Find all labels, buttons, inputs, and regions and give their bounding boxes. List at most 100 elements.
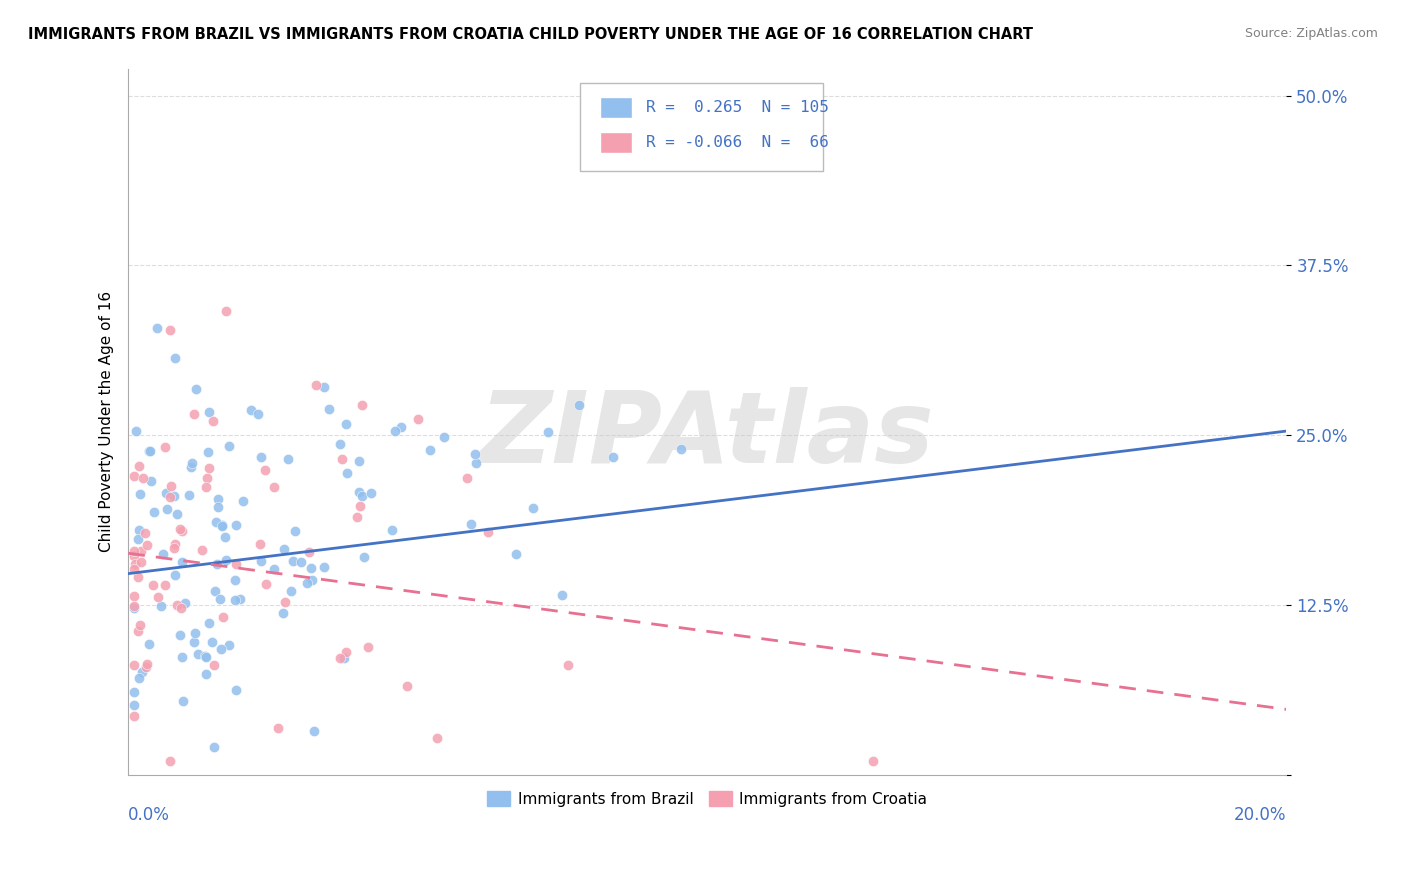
Point — [180, 460, 202, 475]
Point — [225, 683, 247, 698]
Point — [347, 454, 370, 468]
Point — [211, 518, 233, 533]
Point — [347, 485, 370, 500]
Point — [187, 647, 209, 661]
Point — [136, 537, 159, 551]
Point — [122, 562, 145, 576]
Point — [129, 544, 152, 558]
Point — [124, 558, 146, 572]
Point — [129, 617, 152, 632]
Point — [318, 402, 340, 417]
Point — [209, 641, 232, 656]
Point — [419, 443, 441, 458]
Point — [215, 553, 238, 567]
Point — [304, 724, 326, 739]
Point — [127, 532, 149, 546]
Point — [353, 550, 375, 565]
Point — [174, 596, 197, 610]
Point — [381, 523, 404, 537]
Point — [132, 470, 155, 484]
Point — [202, 414, 225, 428]
Point — [127, 624, 149, 639]
Point — [283, 524, 305, 538]
Point — [208, 591, 231, 606]
Point — [464, 447, 486, 461]
Point — [602, 450, 624, 464]
Point — [346, 510, 368, 524]
Point — [277, 452, 299, 467]
Point — [456, 470, 478, 484]
Point — [122, 601, 145, 615]
Point — [131, 556, 153, 570]
Point — [205, 557, 228, 571]
Point — [197, 445, 219, 459]
Point — [194, 479, 217, 493]
Point — [122, 468, 145, 483]
Point — [204, 584, 226, 599]
Point — [181, 456, 204, 470]
Text: IMMIGRANTS FROM BRAZIL VS IMMIGRANTS FROM CROATIA CHILD POVERTY UNDER THE AGE OF: IMMIGRANTS FROM BRAZIL VS IMMIGRANTS FRO… — [28, 27, 1033, 42]
Point — [329, 436, 352, 450]
Point — [198, 405, 221, 419]
Point — [162, 489, 184, 503]
Point — [349, 500, 371, 514]
Point — [332, 452, 354, 467]
Point — [138, 443, 160, 458]
Point — [184, 382, 207, 396]
Point — [224, 593, 246, 607]
Point — [194, 666, 217, 681]
Point — [122, 698, 145, 712]
Point — [135, 657, 157, 671]
Point — [301, 573, 323, 587]
Point — [163, 568, 186, 582]
Point — [314, 560, 336, 574]
Point — [389, 420, 412, 434]
Point — [426, 731, 449, 745]
Point — [183, 635, 205, 649]
Point — [395, 679, 418, 693]
Point — [254, 463, 277, 477]
Point — [211, 518, 233, 533]
Point — [477, 524, 499, 539]
Point — [218, 439, 240, 453]
Point — [146, 591, 169, 605]
Point — [669, 442, 692, 457]
Point — [142, 578, 165, 592]
Point — [254, 577, 277, 591]
Point — [335, 417, 357, 432]
Point — [183, 407, 205, 421]
Point — [153, 440, 176, 454]
Text: ZIPAtlas: ZIPAtlas — [479, 387, 935, 484]
Point — [150, 599, 173, 613]
Point — [218, 638, 240, 652]
Point — [201, 635, 224, 649]
Point — [128, 523, 150, 537]
Point — [160, 479, 183, 493]
Point — [202, 739, 225, 754]
Point — [198, 461, 221, 475]
Point — [225, 557, 247, 571]
Point — [159, 754, 181, 768]
Point — [280, 583, 302, 598]
Point — [166, 507, 188, 521]
Point — [131, 665, 153, 679]
Point — [224, 574, 246, 588]
Point — [305, 377, 328, 392]
Point — [247, 407, 270, 421]
Point — [146, 320, 169, 334]
Point — [273, 607, 295, 621]
Point — [172, 524, 194, 539]
Point — [170, 649, 193, 664]
Point — [522, 500, 544, 515]
Point — [214, 530, 236, 544]
Point — [312, 380, 335, 394]
Text: 0.0%: 0.0% — [128, 806, 170, 824]
Point — [125, 424, 148, 438]
Point — [433, 430, 456, 444]
Point — [225, 517, 247, 532]
Point — [352, 399, 374, 413]
Point — [128, 459, 150, 474]
Point — [207, 492, 229, 507]
Point — [122, 685, 145, 699]
Point — [299, 561, 322, 575]
